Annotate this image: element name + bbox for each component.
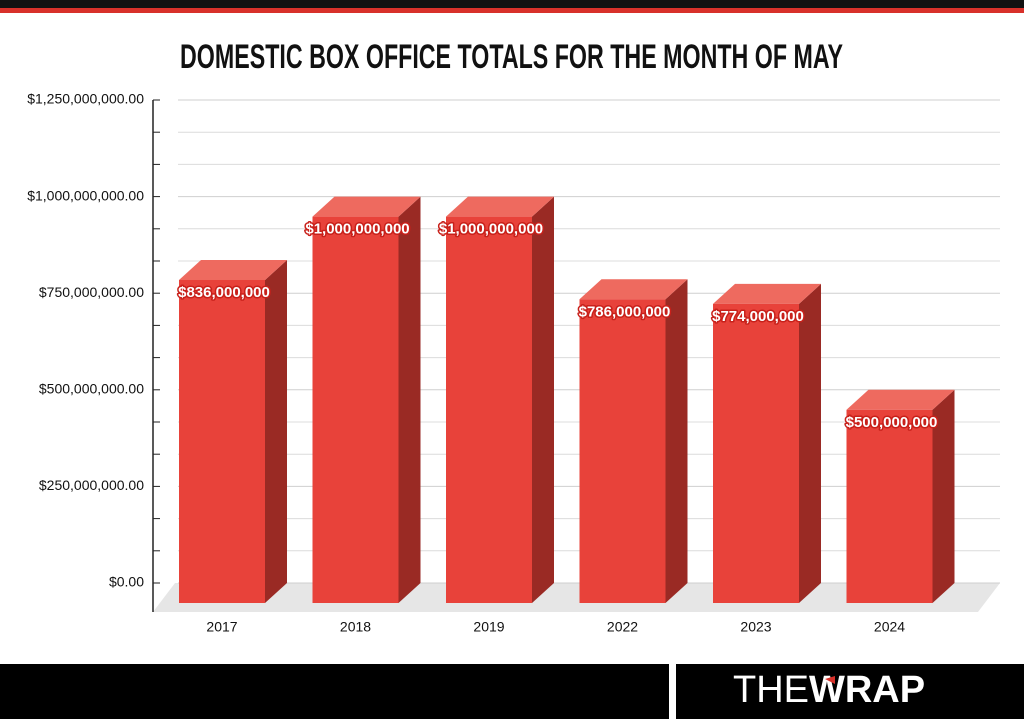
value-label: $500,000,000: [846, 414, 938, 431]
y-tick-label: $0.00: [109, 574, 144, 590]
bar-top: [446, 196, 554, 217]
y-tick-label: $500,000,000.00: [39, 381, 144, 397]
bar: [312, 196, 421, 603]
bar: [179, 259, 287, 603]
logo-light: THE: [733, 669, 809, 711]
bar-front: [446, 216, 532, 603]
bar-front: [179, 279, 265, 603]
bar-front: [846, 409, 933, 603]
x-tick-label: 2024: [874, 619, 905, 635]
bar: [579, 279, 688, 603]
value-label: $836,000,000: [178, 284, 270, 301]
bar: [446, 196, 554, 603]
logo-bold: WRAP: [809, 669, 925, 711]
bar-top: [846, 389, 955, 410]
bar-front: [713, 303, 799, 603]
chart-title: DOMESTIC BOX OFFICE TOTALS FOR THE MONTH…: [180, 38, 843, 76]
bar-top: [579, 279, 688, 300]
y-tick-label: $1,000,000,000.00: [27, 187, 144, 203]
header-stripe: [0, 8, 1024, 13]
bar: [713, 283, 821, 603]
x-tick-label: 2017: [206, 619, 237, 635]
header-bar: [0, 0, 1024, 8]
bar-front: [312, 216, 399, 603]
bar-side: [932, 389, 955, 603]
bar-front: [579, 299, 666, 603]
value-label: $786,000,000: [579, 303, 671, 320]
footer-bar: [676, 664, 1024, 719]
y-tick-label: $250,000,000.00: [39, 477, 144, 493]
logo: THEWRAP: [733, 669, 925, 711]
x-tick-label: 2023: [740, 619, 771, 635]
bar-top: [312, 196, 421, 217]
value-label: $1,000,000,000: [305, 221, 409, 238]
logo-accent: [825, 676, 835, 684]
bar-side: [799, 283, 821, 603]
value-label: $1,000,000,000: [439, 221, 543, 238]
x-tick-label: 2019: [473, 619, 504, 635]
bar-top: [179, 259, 287, 280]
y-tick-label: $750,000,000.00: [39, 284, 144, 300]
x-tick-label: 2018: [340, 619, 371, 635]
x-tick-label: 2022: [607, 619, 638, 635]
bar-side: [398, 196, 421, 603]
bar-side: [532, 196, 554, 603]
value-label: $774,000,000: [712, 308, 804, 325]
bar-side: [265, 259, 287, 603]
y-tick-label: $1,250,000,000.00: [27, 91, 144, 107]
bar-side: [665, 279, 688, 603]
bar-top: [713, 283, 821, 304]
footer-bar: [0, 664, 669, 719]
bar: [846, 389, 955, 603]
